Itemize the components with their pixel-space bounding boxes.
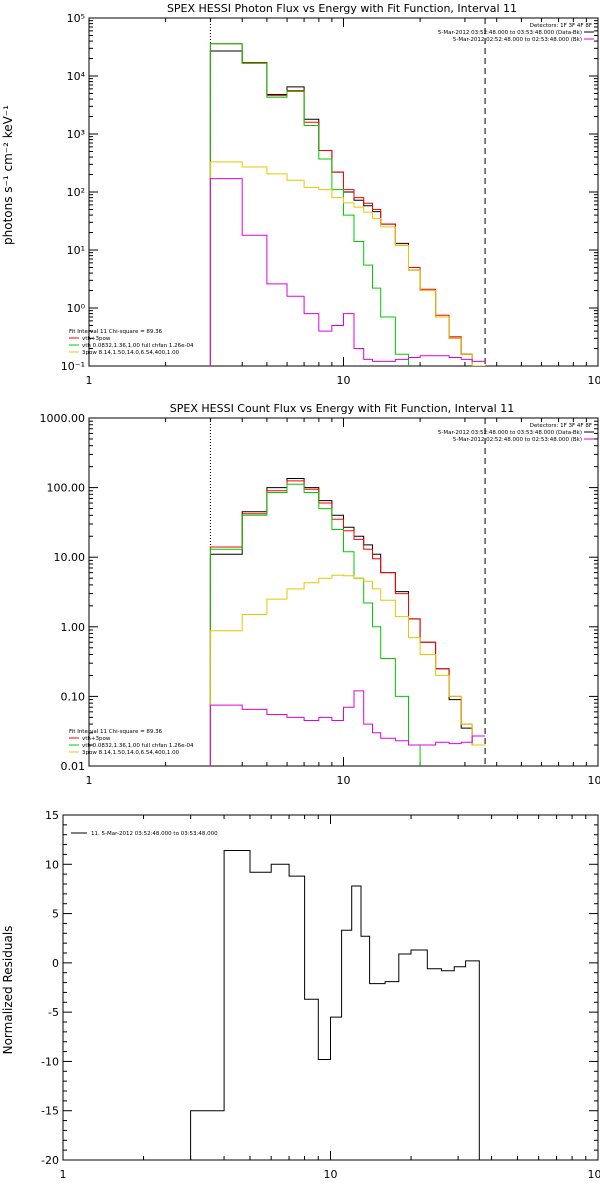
x-tick-label: 10 xyxy=(324,1168,338,1181)
photon-flux-title: SPEX HESSI Photon Flux vs Energy with Fi… xyxy=(167,2,517,15)
residuals-ylabel: Normalized Residuals xyxy=(1,926,15,1055)
x-tick-label: 1 xyxy=(60,1168,67,1181)
y-tick-label: 100.00 xyxy=(47,482,86,495)
legend-bk-entry: 5-Mar-2012 02:52:48.000 to 02:53:48.000 … xyxy=(453,437,582,443)
legend-fit-entry: vth 0.0832,1.36,1.00 full chfan 1.26e-04 xyxy=(82,743,194,749)
y-tick-label: -20 xyxy=(41,1154,59,1167)
x-tick-label: 100 xyxy=(588,774,600,787)
y-tick-label: 10⁰ xyxy=(67,302,86,315)
series-line-3pow xyxy=(209,161,486,366)
residuals-panel: Normalized Residuals 1 10 100 -20 -15 -10 -5 0 5… xyxy=(1,809,600,1181)
y-tick-label: -15 xyxy=(41,1105,59,1118)
series-group xyxy=(190,850,480,1160)
series-line-vth-3pow xyxy=(209,43,486,366)
photon-flux-ylabel: photons s⁻¹ cm⁻² keV⁻¹ xyxy=(1,105,15,245)
legend-data-entry: 5-Mar-2012 03:52:48.000 to 03:53:48.000 … xyxy=(438,30,582,36)
y-tick-label: -10 xyxy=(41,1055,59,1068)
y-tick-label: 0.01 xyxy=(61,760,86,773)
legend-data-entry: 5-Mar-2012 03:52:48.000 to 03:53:48.000 … xyxy=(438,430,582,436)
legend-residual-entry: 11. 5-Mar-2012 03:52:48.000 to 03:53:48.… xyxy=(91,831,218,837)
legend-fit-entry: 3pow 8.14,1.50,14.0,6.54,400,1.00 xyxy=(82,350,180,356)
x-tick-label: 10 xyxy=(337,374,351,387)
legend-fit-entry: vth+3pow xyxy=(82,336,111,342)
series-line-5-mar-2012-02-52-48-000-to-02-53-48-000-bk xyxy=(209,690,486,766)
x-tick-label: 1 xyxy=(86,374,93,387)
legend-fit-entry: vth 0.0832,1.36,1.00 full chfan 1.26e-04 xyxy=(82,343,194,349)
series-line-3pow xyxy=(209,574,486,766)
series-line-5-mar-2012-03-52-48-000-to-03-53-48-000-data-bk xyxy=(209,478,486,766)
series-line-vth xyxy=(209,43,409,366)
series-line-5-mar-2012-02-52-48-000-to-02-53-48-000-bk xyxy=(209,178,486,366)
y-tick-label: 10³ xyxy=(67,128,85,141)
y-tick-label: 0.10 xyxy=(61,690,86,703)
legend-fit-interval: Fit Interval 11 Chi-square = 89.36 xyxy=(69,729,163,735)
legend-detectors: Detectors: 1F 3F 4F 8F xyxy=(530,23,592,29)
y-tick-label: -5 xyxy=(48,1006,59,1019)
count-flux-title: SPEX HESSI Count Flux vs Energy with Fit… xyxy=(170,402,514,415)
legend-fit-entry: vth+3pow xyxy=(82,736,111,742)
x-tick-label: 1 xyxy=(86,774,93,787)
y-tick-label: 10⁵ xyxy=(67,12,85,25)
x-tick-label: 10 xyxy=(337,774,351,787)
count-flux-panel: SPEX HESSI Count Flux vs Energy with Fit… xyxy=(40,402,600,787)
legend-detectors: Detectors: 1F 3F 4F 8F xyxy=(530,423,592,429)
y-tick-label: 5 xyxy=(52,908,59,921)
y-tick-label: 10.00 xyxy=(54,551,86,564)
y-tick-label: 10¹ xyxy=(67,244,85,257)
y-tick-label: 10⁻¹ xyxy=(61,360,85,373)
y-tick-label: 1000.00 xyxy=(40,412,86,425)
x-tick-label: 100 xyxy=(588,374,600,387)
legend-bk-entry: 5-Mar-2012 02:52:48.000 to 02:53:48.000 … xyxy=(453,37,582,43)
series-line-vth-3pow xyxy=(209,480,486,766)
photon-flux-panel: SPEX HESSI Photon Flux vs Energy with Fi… xyxy=(1,2,600,387)
series-line-vth xyxy=(209,483,421,766)
y-tick-label: 0 xyxy=(52,957,59,970)
residuals-plot-frame xyxy=(62,814,599,1161)
y-tick-label: 15 xyxy=(45,809,59,822)
x-tick-label: 100 xyxy=(588,1168,600,1181)
legend-fit-interval: Fit Interval 11 Chi-square = 89.36 xyxy=(69,329,163,335)
y-tick-label: 1.00 xyxy=(61,621,86,634)
series-line-11-5-mar-2012-03-52-48-000-to-03-53-48-000 xyxy=(190,850,480,1160)
y-tick-label: 10² xyxy=(67,186,85,199)
legend-fit-entry: 3pow 8.14,1.50,14.0,6.54,400,1.00 xyxy=(82,750,180,756)
y-tick-label: 10 xyxy=(45,858,59,871)
series-group xyxy=(209,478,486,766)
series-group xyxy=(209,43,486,366)
y-tick-label: 10⁴ xyxy=(67,70,86,83)
series-line-5-mar-2012-03-52-48-000-to-03-53-48-000-data-bk xyxy=(209,50,486,366)
